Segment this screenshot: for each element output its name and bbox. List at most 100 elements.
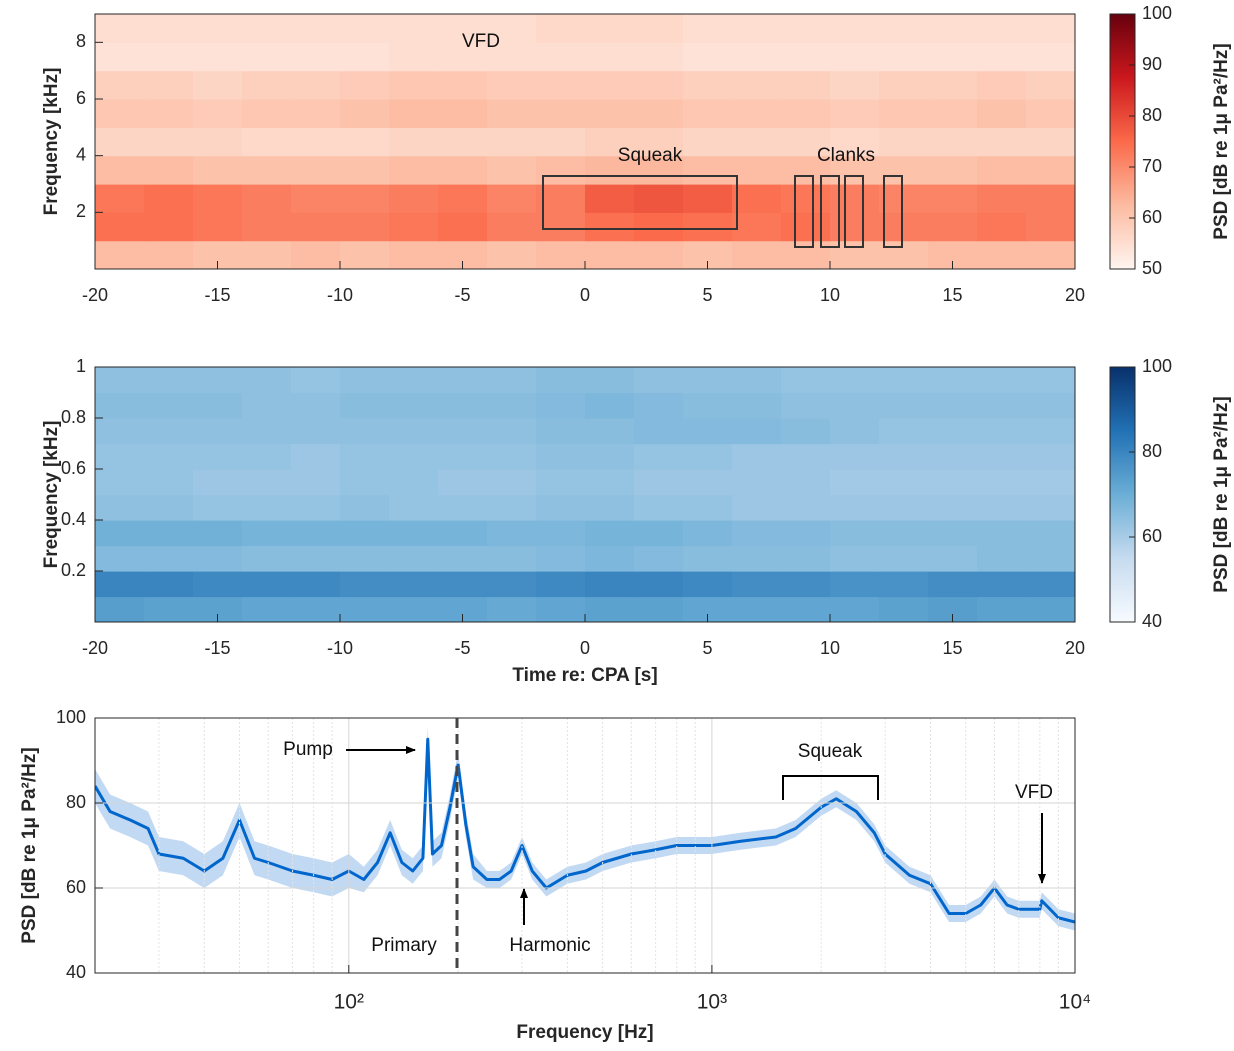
heatmap-cell	[95, 545, 145, 572]
heatmap-cell	[1026, 184, 1075, 213]
heatmap-cell	[340, 596, 390, 622]
heatmap-cell	[634, 70, 684, 100]
heatmap-cell	[340, 155, 390, 185]
heatmap-cell	[683, 212, 733, 242]
heatmap-cell	[438, 14, 488, 43]
heatmap-cell	[144, 469, 194, 496]
heatmap-cell	[683, 392, 733, 419]
x-tick-label: -5	[454, 638, 470, 658]
heatmap-cell	[732, 571, 782, 598]
heatmap-cell	[1026, 127, 1075, 157]
heatmap-cell	[291, 392, 341, 419]
heatmap-cell	[634, 240, 684, 269]
colorbar-tick-label: 70	[1142, 156, 1162, 176]
heatmap-cell	[291, 155, 341, 185]
heatmap-cell	[1026, 494, 1075, 521]
heatmap-cell	[144, 184, 194, 213]
heatmap-cell	[340, 212, 390, 242]
heatmap-cell	[830, 240, 880, 269]
heatmap-cell	[1026, 545, 1075, 572]
heatmap-cell	[389, 184, 439, 213]
annotation: Harmonic	[509, 935, 590, 956]
heatmap-cell	[193, 367, 243, 394]
heatmap-cell	[536, 494, 586, 521]
y-axis-label: Frequency [kHz]	[41, 68, 62, 216]
heatmap-cell	[291, 443, 341, 470]
heatmap-cell	[487, 545, 537, 572]
heatmap-cell	[340, 99, 390, 128]
heatmap-cell	[732, 494, 782, 521]
heatmap-cell	[536, 212, 586, 242]
heatmap-cell	[585, 99, 635, 128]
heatmap-cell	[95, 127, 145, 157]
heatmap-cell	[977, 469, 1027, 496]
heatmap-cell	[683, 443, 733, 470]
heatmap-cell	[487, 240, 537, 269]
heatmap-cell	[683, 127, 733, 157]
heatmap-cell	[389, 212, 439, 242]
colorbar-tick-label: 100	[1142, 356, 1172, 376]
heatmap-cell	[634, 212, 684, 242]
heatmap-cell	[242, 367, 292, 394]
colorbar-tick-label: 60	[1142, 526, 1162, 546]
heatmap-cell	[781, 240, 831, 269]
heatmap-cell	[928, 127, 978, 157]
heatmap-cell	[536, 545, 586, 572]
heatmap-cell	[193, 184, 243, 213]
x-tick-label: -10	[327, 638, 353, 658]
heatmap-cell	[193, 155, 243, 185]
heatmap-cell	[242, 494, 292, 521]
heatmap-cell	[781, 494, 831, 521]
heatmap-cell	[389, 545, 439, 572]
heatmap-cell	[879, 367, 929, 394]
annotation: Clanks	[817, 145, 875, 166]
heatmap-cell	[928, 571, 978, 598]
heatmap-cell	[144, 367, 194, 394]
heatmap-cell	[781, 392, 831, 419]
heatmap-cell	[95, 212, 145, 242]
heatmap-cell	[1026, 240, 1075, 269]
heatmap-cell	[1026, 418, 1075, 445]
heatmap-cell	[977, 571, 1027, 598]
heatmap-cell	[340, 14, 390, 43]
heatmap-cell	[389, 70, 439, 100]
heatmap-cell	[389, 367, 439, 394]
colorbar-tick-label: 80	[1142, 441, 1162, 461]
heatmap-cell	[1026, 571, 1075, 598]
colorbar-tick-label: 90	[1142, 54, 1162, 74]
heatmap-cell	[977, 596, 1027, 622]
heatmap-cell	[732, 14, 782, 43]
heatmap-cell	[977, 392, 1027, 419]
heatmap-cell	[585, 596, 635, 622]
heatmap-cell	[438, 494, 488, 521]
heatmap-cell	[536, 469, 586, 496]
heatmap-cell	[144, 494, 194, 521]
x-tick-label: 10²	[334, 991, 364, 1014]
heatmap-cell	[242, 571, 292, 598]
heatmap-cell	[389, 469, 439, 496]
annotation: Squeak	[618, 145, 683, 166]
heatmap-cell	[95, 367, 145, 394]
x-tick-label: 0	[580, 638, 590, 658]
heatmap-cell	[928, 212, 978, 242]
heatmap-cell	[438, 545, 488, 572]
heatmap-cell	[340, 392, 390, 419]
heatmap-cell	[830, 545, 880, 572]
heatmap-cell	[291, 42, 341, 72]
heatmap-cell	[340, 469, 390, 496]
heatmap-cell	[781, 42, 831, 72]
heatmap-cell	[830, 42, 880, 72]
y-tick-label: 0.8	[61, 407, 86, 427]
heatmap-cell	[977, 127, 1027, 157]
y-tick-label: 0.2	[61, 560, 86, 580]
heatmap-cell	[95, 99, 145, 128]
heatmap-cell	[732, 212, 782, 242]
heatmap-cell	[389, 14, 439, 43]
heatmap-cell	[585, 469, 635, 496]
heatmap-cell	[928, 545, 978, 572]
heatmap-cell	[487, 155, 537, 185]
confidence-band	[95, 726, 1075, 931]
heatmap-cell	[928, 155, 978, 185]
heatmap-cell	[193, 42, 243, 72]
heatmap-cell	[438, 443, 488, 470]
